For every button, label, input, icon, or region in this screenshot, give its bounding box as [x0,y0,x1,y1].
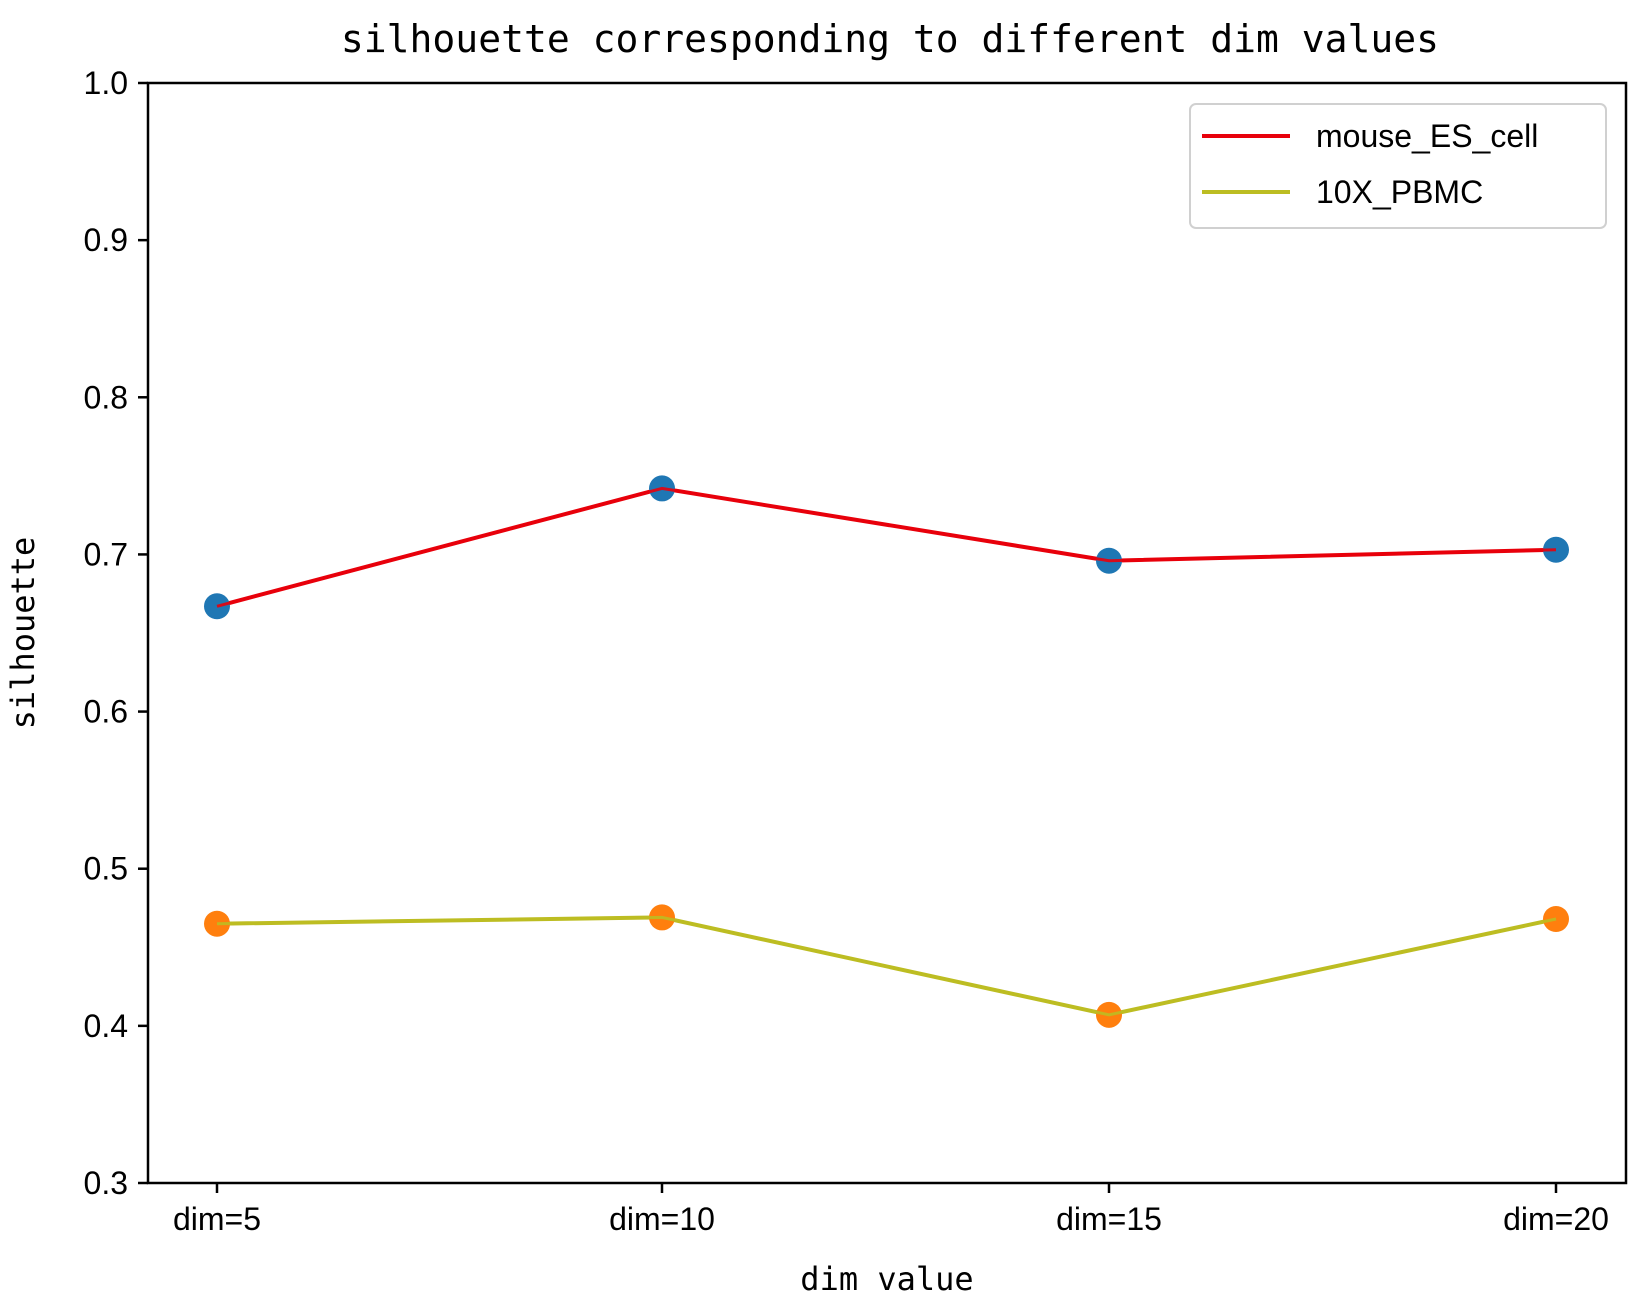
y-tick-label: 0.4 [84,1008,128,1044]
legend-box [1189,103,1607,229]
series-layer [204,475,1569,1028]
x-tick-label: dim=10 [609,1201,715,1237]
y-axis: 0.3 0.4 0.5 0.6 0.7 0.8 0.9 1.0 [84,65,148,1201]
plot-area [146,81,1628,1185]
legend-label: mouse_ES_cell [1316,118,1538,154]
legend-label: 10X_PBMC [1316,174,1483,210]
legend: mouse_ES_cell 10X_PBMC [1189,103,1607,229]
y-tick-label: 0.5 [84,851,128,887]
y-tick-label: 0.8 [84,379,128,415]
x-tick-label: dim=5 [173,1201,261,1237]
x-axis-label: dim value [800,1260,973,1294]
x-tick-label: dim=20 [1503,1201,1609,1237]
y-tick-label: 1.0 [84,65,128,101]
y-tick-label: 0.6 [84,694,128,730]
y-axis-label: silhouette [4,537,42,730]
y-tick-label: 0.3 [84,1165,128,1201]
x-axis: dim=5 dim=10 dim=15 dim=20 [173,1183,1609,1237]
y-tick-label: 0.7 [84,536,128,572]
series-line-overlay-2 [216,915,1557,1017]
y-tick-label: 0.9 [84,222,128,258]
chart-title: silhouette corresponding to different di… [341,17,1439,61]
series-line-overlay-1 [216,486,1557,608]
x-tick-label: dim=15 [1056,1201,1162,1237]
